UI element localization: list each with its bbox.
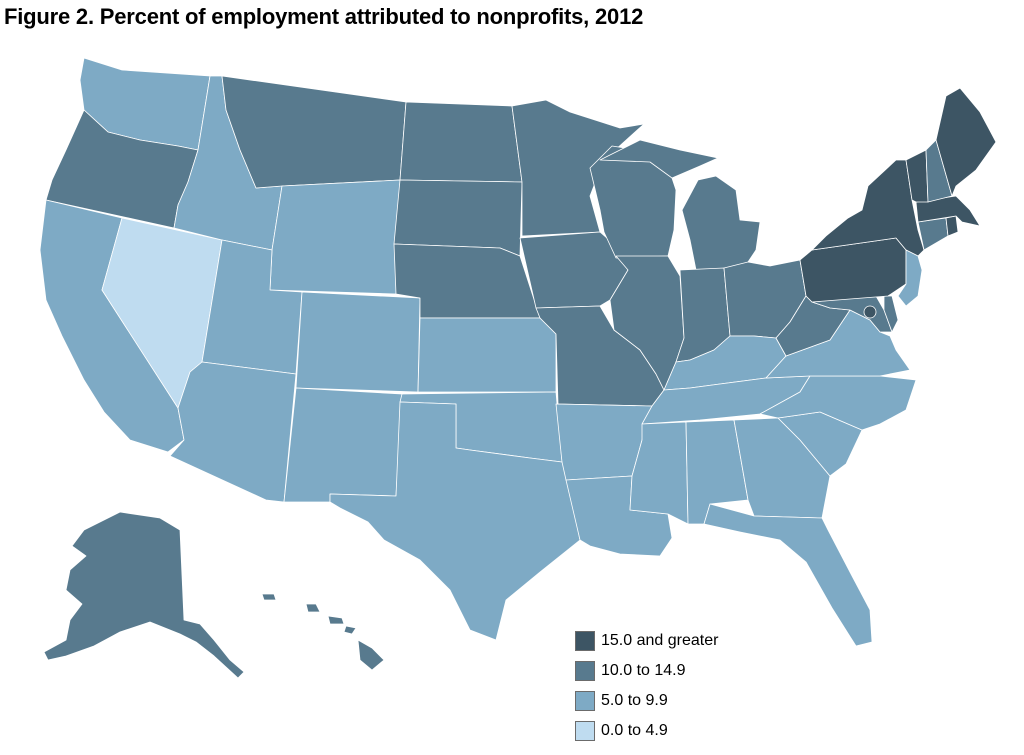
state-AZ <box>169 361 297 503</box>
state-FL <box>703 503 873 647</box>
state-DC <box>863 305 877 319</box>
legend-item: 0.0 to 4.9 <box>575 716 718 746</box>
legend-swatch <box>575 631 595 651</box>
legend-label: 10.0 to 14.9 <box>601 662 686 679</box>
state-HI-islands <box>261 593 357 635</box>
legend-label: 15.0 and greater <box>601 632 719 649</box>
state-NJ <box>897 249 923 307</box>
state-CO <box>295 291 421 393</box>
state-TX <box>329 401 581 641</box>
state-NM <box>283 387 403 503</box>
state-MT <box>221 75 407 189</box>
legend-item: 15.0 and greater <box>575 626 718 656</box>
figure-title: Figure 2. Percent of employment attribut… <box>4 4 644 29</box>
state-MA <box>915 195 981 227</box>
state-VT <box>905 149 929 203</box>
state-NY <box>811 159 925 257</box>
state-DE <box>883 295 899 333</box>
state-AK <box>43 511 245 679</box>
legend-swatch <box>575 691 595 711</box>
state-RI <box>945 215 959 237</box>
legend-swatch <box>575 661 595 681</box>
state-WY <box>269 179 401 295</box>
state-NC <box>759 375 917 431</box>
state-MI <box>681 175 761 271</box>
state-HI <box>357 639 385 671</box>
state-IL <box>609 255 685 391</box>
legend-label: 5.0 to 9.9 <box>601 692 668 709</box>
state-MI-upper <box>599 139 719 179</box>
legend-swatch <box>575 721 595 741</box>
legend-item: 10.0 to 14.9 <box>575 656 718 686</box>
state-MD <box>811 295 893 333</box>
state-ME <box>935 87 997 197</box>
legend-label: 0.0 to 4.9 <box>601 722 668 739</box>
legend-item: 5.0 to 9.9 <box>575 686 718 716</box>
state-ND <box>399 101 523 183</box>
legend: 15.0 and greater 10.0 to 14.9 5.0 to 9.9… <box>575 626 718 746</box>
state-KS <box>417 317 557 393</box>
